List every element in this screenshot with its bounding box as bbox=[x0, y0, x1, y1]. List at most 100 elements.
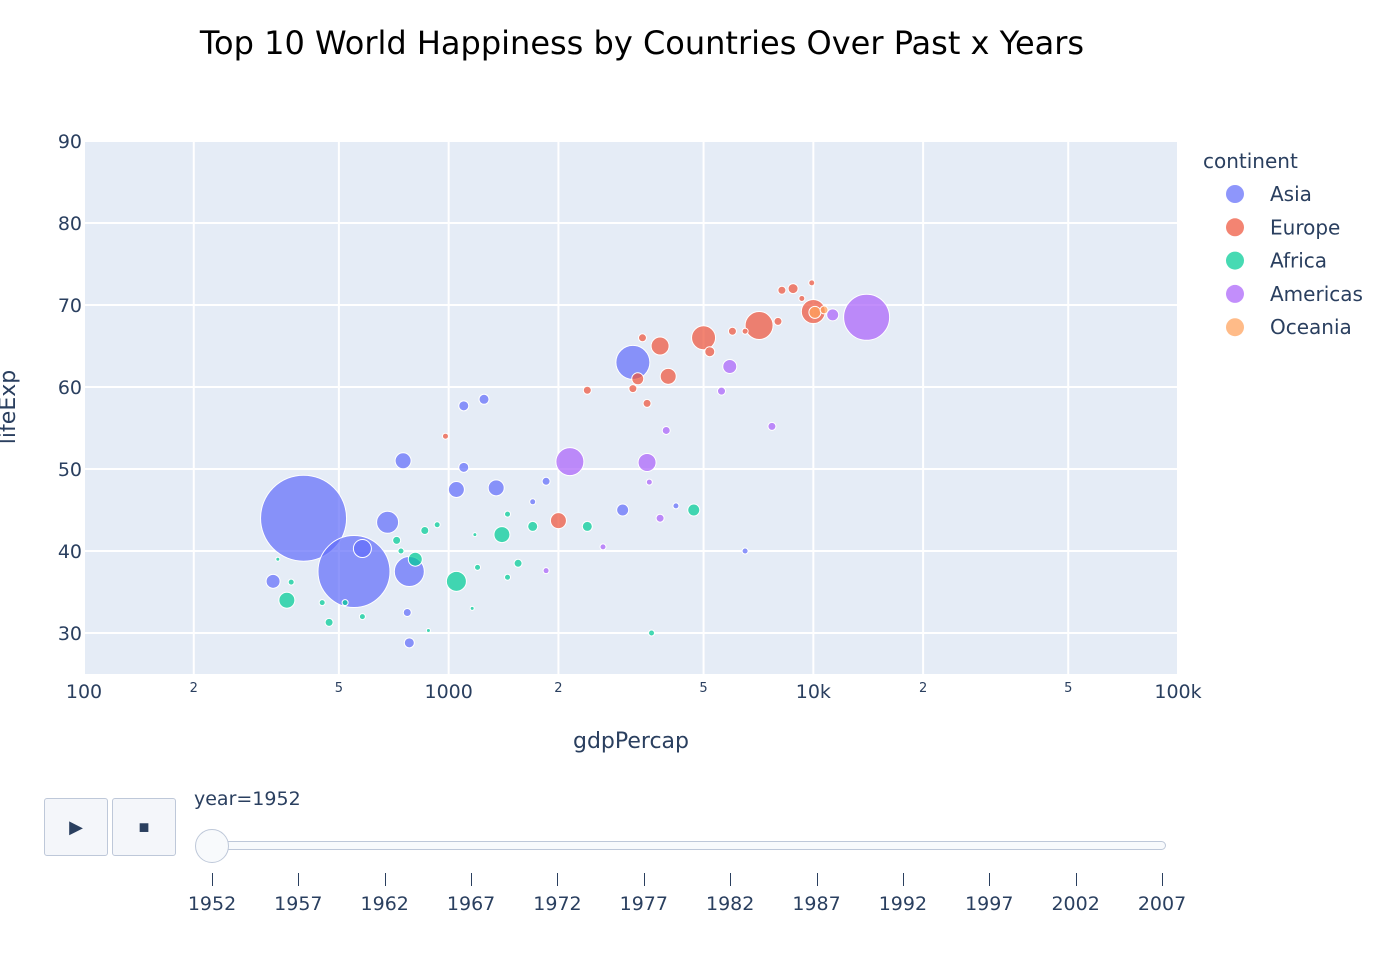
bubble-europe[interactable] bbox=[727, 326, 737, 336]
bubble-americas[interactable] bbox=[843, 293, 891, 341]
bubble-asia[interactable] bbox=[615, 344, 651, 380]
bubble-africa[interactable] bbox=[581, 520, 593, 532]
bubble-africa[interactable] bbox=[397, 547, 405, 555]
bubble-americas[interactable] bbox=[645, 478, 653, 486]
bubble-europe[interactable] bbox=[650, 336, 670, 356]
legend-marker[interactable] bbox=[1226, 218, 1244, 237]
bubble-europe[interactable] bbox=[549, 512, 567, 530]
legend-label[interactable]: Asia bbox=[1270, 182, 1312, 206]
bubble-africa[interactable] bbox=[474, 563, 482, 571]
bubble-africa[interactable] bbox=[493, 526, 511, 544]
bubble-asia[interactable] bbox=[317, 535, 391, 608]
bubble-americas[interactable] bbox=[637, 452, 657, 472]
bubble-africa[interactable] bbox=[324, 617, 334, 627]
bubble-europe[interactable] bbox=[777, 285, 787, 295]
year-label-2007[interactable]: 2007 bbox=[1137, 893, 1187, 915]
bubble-africa[interactable] bbox=[358, 613, 366, 621]
bubble-europe[interactable] bbox=[631, 372, 645, 386]
year-label-1982[interactable]: 1982 bbox=[705, 893, 755, 915]
year-label-1972[interactable]: 1972 bbox=[533, 893, 582, 915]
legend-label[interactable]: Oceania bbox=[1270, 315, 1352, 339]
year-label-1957[interactable]: 1957 bbox=[274, 893, 323, 915]
year-label-1997[interactable]: 1997 bbox=[965, 893, 1014, 915]
legend-marker[interactable] bbox=[1226, 185, 1244, 203]
bubble-europe[interactable] bbox=[659, 367, 677, 385]
bubble-africa[interactable] bbox=[687, 503, 701, 517]
bubble-americas[interactable] bbox=[599, 543, 607, 551]
bubble-asia[interactable] bbox=[352, 539, 372, 559]
bubble-europe[interactable] bbox=[691, 325, 717, 351]
bubble-asia[interactable] bbox=[394, 452, 412, 470]
bubble-europe[interactable] bbox=[582, 385, 592, 395]
year-label-1977[interactable]: 1977 bbox=[619, 893, 668, 915]
year-label-2002[interactable]: 2002 bbox=[1051, 893, 1100, 915]
bubble-europe[interactable] bbox=[741, 327, 749, 335]
bubble-americas[interactable] bbox=[826, 308, 840, 322]
bubble-europe[interactable] bbox=[798, 294, 806, 302]
bubble-africa[interactable] bbox=[648, 629, 656, 637]
year-slider-track[interactable] bbox=[197, 841, 1166, 850]
year-slider-handle[interactable] bbox=[195, 829, 229, 863]
bubble-asia[interactable] bbox=[376, 510, 400, 534]
bubble-europe[interactable] bbox=[787, 283, 799, 295]
bubble-europe[interactable] bbox=[744, 311, 774, 340]
bubble-africa[interactable] bbox=[504, 573, 512, 581]
bubble-europe[interactable] bbox=[704, 346, 716, 358]
bubble-asia[interactable] bbox=[529, 498, 537, 506]
bubble-africa[interactable] bbox=[513, 558, 523, 568]
bubble-asia[interactable] bbox=[616, 503, 630, 517]
bubble-africa[interactable] bbox=[469, 605, 475, 611]
bubble-europe[interactable] bbox=[441, 432, 449, 440]
bubble-africa[interactable] bbox=[425, 628, 431, 634]
bubble-asia[interactable] bbox=[447, 481, 465, 498]
bubble-oceania[interactable] bbox=[819, 305, 829, 315]
bubble-africa[interactable] bbox=[318, 599, 326, 607]
bubble-asia[interactable] bbox=[541, 476, 551, 486]
bubble-asia[interactable] bbox=[458, 461, 470, 473]
legend-label[interactable]: Europe bbox=[1270, 215, 1340, 239]
bubble-europe[interactable] bbox=[773, 316, 783, 326]
bubble-asia[interactable] bbox=[741, 547, 749, 555]
bubble-asia[interactable] bbox=[672, 502, 680, 510]
legend-marker[interactable] bbox=[1226, 251, 1244, 270]
bubble-africa[interactable] bbox=[278, 591, 296, 609]
bubble-europe[interactable] bbox=[628, 384, 638, 394]
year-label-1967[interactable]: 1967 bbox=[446, 893, 496, 915]
bubble-africa[interactable] bbox=[420, 526, 430, 535]
play-button[interactable]: ▶ bbox=[44, 798, 108, 856]
bubble-africa[interactable] bbox=[527, 520, 539, 532]
bubble-asia[interactable] bbox=[458, 400, 470, 412]
year-label-1962[interactable]: 1962 bbox=[360, 893, 409, 915]
bubble-africa[interactable] bbox=[341, 599, 349, 607]
bubble-africa[interactable] bbox=[472, 532, 478, 538]
legend-label[interactable]: Americas bbox=[1270, 282, 1363, 306]
bubble-asia[interactable] bbox=[260, 474, 348, 562]
bubble-americas[interactable] bbox=[722, 359, 738, 374]
legend-marker[interactable] bbox=[1226, 284, 1244, 303]
bubble-europe[interactable] bbox=[642, 398, 652, 408]
bubble-americas[interactable] bbox=[555, 447, 585, 477]
bubble-africa[interactable] bbox=[504, 510, 512, 518]
bubble-asia[interactable] bbox=[478, 393, 490, 405]
plot-area[interactable] bbox=[84, 141, 1178, 674]
year-label-1992[interactable]: 1992 bbox=[878, 893, 928, 915]
bubble-europe[interactable] bbox=[637, 333, 647, 343]
legend-marker[interactable] bbox=[1226, 318, 1244, 337]
stop-button[interactable]: ■ bbox=[112, 798, 176, 856]
bubble-americas[interactable] bbox=[717, 386, 727, 396]
bubble-asia[interactable] bbox=[265, 573, 281, 589]
legend-label[interactable]: Africa bbox=[1270, 249, 1327, 273]
bubble-africa[interactable] bbox=[287, 578, 295, 586]
bubble-africa[interactable] bbox=[407, 551, 423, 567]
bubble-asia[interactable] bbox=[487, 479, 505, 497]
bubble-americas[interactable] bbox=[542, 567, 550, 575]
bubble-europe[interactable] bbox=[808, 279, 816, 287]
bubble-asia[interactable] bbox=[402, 608, 412, 617]
bubble-oceania[interactable] bbox=[808, 305, 822, 319]
bubble-asia[interactable] bbox=[403, 637, 415, 649]
bubble-americas[interactable] bbox=[767, 421, 777, 431]
bubble-africa[interactable] bbox=[445, 570, 467, 592]
bubble-africa[interactable] bbox=[275, 556, 281, 562]
bubble-africa[interactable] bbox=[392, 535, 402, 545]
year-label-1952[interactable]: 1952 bbox=[187, 893, 237, 915]
